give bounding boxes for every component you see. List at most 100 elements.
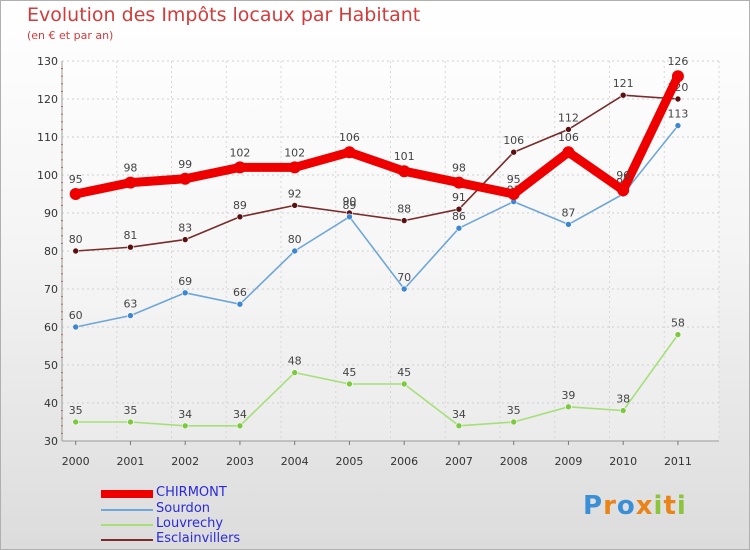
data-point-chirmont — [343, 146, 356, 159]
data-label-chirmont: 102 — [229, 146, 250, 159]
x-tick-label: 2005 — [335, 455, 363, 468]
data-label-esclainvillers: 83 — [178, 222, 192, 235]
legend-label: CHIRMONT — [156, 485, 227, 500]
data-label-esclainvillers: 80 — [69, 233, 83, 246]
data-label-esclainvillers: 106 — [503, 134, 524, 147]
logo-letter: r — [603, 491, 617, 521]
y-tick-label: 100 — [37, 169, 58, 182]
data-point-louvrechy — [565, 403, 572, 411]
data-point-sourdon — [674, 122, 682, 129]
data-label-louvrechy: 45 — [342, 366, 356, 379]
data-point-chirmont — [233, 161, 246, 174]
y-tick-label: 90 — [44, 207, 58, 220]
legend-label: Sourdon — [156, 501, 211, 516]
data-point-esclainvillers — [72, 247, 79, 255]
data-label-esclainvillers: 121 — [613, 77, 634, 90]
data-point-esclainvillers — [181, 236, 189, 243]
data-label-sourdon: 113 — [667, 108, 688, 121]
data-label-esclainvillers: 90 — [342, 195, 356, 208]
data-point-chirmont — [179, 172, 192, 185]
x-tick-label: 2002 — [171, 455, 199, 468]
data-label-chirmont: 102 — [284, 146, 305, 159]
data-point-sourdon — [455, 224, 463, 232]
legend-swatch — [101, 524, 153, 526]
data-label-louvrechy: 34 — [178, 408, 192, 421]
logo-letter: i — [653, 491, 664, 521]
data-point-sourdon — [236, 300, 244, 308]
data-point-chirmont — [69, 188, 82, 200]
data-point-chirmont — [124, 176, 137, 189]
legend-label: Esclainvillers — [156, 531, 241, 546]
x-tick-label: 2000 — [62, 455, 90, 468]
data-label-louvrechy: 45 — [397, 366, 411, 379]
data-point-esclainvillers — [455, 205, 463, 213]
legend-swatch — [101, 509, 153, 511]
data-point-esclainvillers — [674, 95, 682, 103]
data-label-louvrechy: 35 — [69, 404, 83, 417]
y-tick-label: 60 — [44, 321, 58, 334]
data-label-esclainvillers: 92 — [288, 187, 302, 200]
data-point-esclainvillers — [565, 126, 572, 133]
data-label-louvrechy: 34 — [452, 408, 466, 421]
logo-letter: P — [583, 491, 604, 521]
logo-letter: x — [635, 491, 654, 521]
data-point-sourdon — [346, 213, 353, 221]
data-point-esclainvillers — [400, 217, 408, 224]
data-point-louvrechy — [619, 407, 627, 414]
data-point-chirmont — [507, 188, 520, 200]
legend-label: Louvrechy — [156, 516, 224, 531]
y-tick-label: 110 — [37, 131, 58, 144]
data-label-chirmont: 98 — [452, 162, 466, 175]
data-point-louvrechy — [346, 380, 353, 388]
data-label-esclainvillers: 89 — [233, 199, 247, 212]
data-label-chirmont: 126 — [667, 55, 688, 68]
x-tick-label: 2003 — [226, 455, 254, 468]
data-point-louvrechy — [510, 418, 517, 426]
data-point-esclainvillers — [619, 91, 627, 99]
data-label-louvrechy: 35 — [507, 404, 521, 417]
data-point-louvrechy — [455, 422, 463, 430]
y-tick-label: 30 — [44, 435, 58, 448]
data-point-esclainvillers — [127, 243, 134, 251]
data-point-chirmont — [452, 176, 465, 189]
data-label-chirmont: 96 — [616, 169, 630, 182]
data-label-sourdon: 70 — [397, 271, 411, 284]
data-point-sourdon — [565, 221, 572, 228]
data-point-esclainvillers — [236, 213, 244, 221]
data-point-esclainvillers — [291, 202, 298, 209]
data-point-louvrechy — [291, 369, 298, 376]
x-tick-label: 2006 — [390, 455, 418, 468]
data-label-sourdon: 89 — [342, 199, 356, 212]
legend-swatch — [101, 490, 153, 498]
data-point-sourdon — [127, 312, 134, 319]
y-tick-label: 40 — [44, 397, 58, 410]
y-tick-label: 70 — [44, 283, 58, 296]
data-point-chirmont — [562, 146, 575, 159]
data-point-louvrechy — [674, 331, 682, 338]
data-label-sourdon: 63 — [123, 298, 137, 311]
data-point-sourdon — [400, 285, 408, 293]
x-tick-label: 2009 — [554, 455, 582, 468]
data-point-louvrechy — [400, 380, 408, 388]
data-label-esclainvillers: 91 — [452, 191, 466, 204]
data-label-chirmont: 101 — [394, 150, 415, 163]
series-line-sourdon — [74, 124, 679, 328]
data-label-chirmont: 106 — [558, 131, 579, 144]
series-line-louvrechy — [74, 333, 679, 427]
data-label-chirmont: 99 — [178, 158, 192, 171]
x-tick-label: 2001 — [116, 455, 144, 468]
x-tick-label: 2008 — [500, 455, 528, 468]
data-label-chirmont: 95 — [507, 173, 521, 186]
data-label-esclainvillers: 88 — [397, 203, 411, 216]
data-label-esclainvillers: 81 — [123, 229, 137, 242]
data-label-louvrechy: 58 — [671, 317, 685, 330]
data-point-louvrechy — [181, 422, 189, 430]
data-point-chirmont — [671, 70, 684, 83]
data-label-louvrechy: 48 — [288, 355, 302, 368]
y-tick-label: 130 — [37, 55, 58, 68]
data-point-chirmont — [288, 161, 301, 174]
data-label-sourdon: 69 — [178, 275, 192, 288]
data-label-sourdon: 66 — [233, 286, 247, 299]
